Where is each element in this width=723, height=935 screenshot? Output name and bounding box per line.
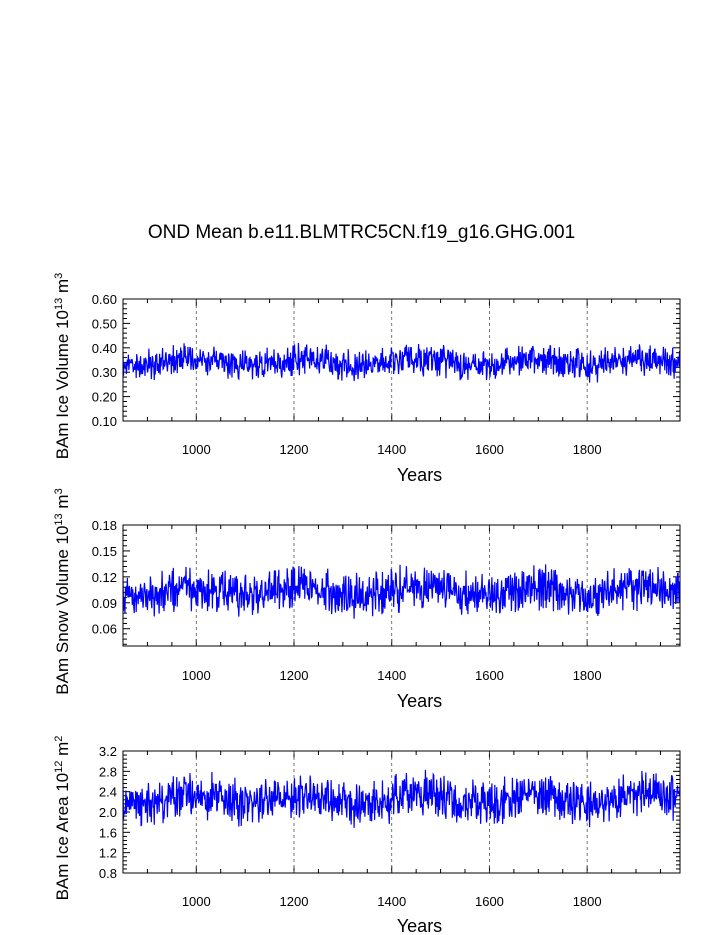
plot-frame bbox=[122, 524, 681, 647]
y-axis-title: BAm Ice Area 1012 m2 bbox=[53, 736, 72, 901]
x-tick-label: 1200 bbox=[280, 442, 309, 457]
y-tick-label: 2.0 bbox=[99, 805, 117, 820]
x-tick-label: 1600 bbox=[475, 668, 504, 683]
x-tick-label: 1400 bbox=[377, 668, 406, 683]
x-tick-label: 1000 bbox=[182, 894, 211, 909]
x-tick-label: 1000 bbox=[182, 668, 211, 683]
y-tick-label: 1.2 bbox=[99, 846, 117, 861]
series-line bbox=[123, 769, 680, 828]
x-tick-label: 1800 bbox=[573, 894, 602, 909]
y-tick-label: 0.12 bbox=[92, 570, 117, 585]
y-tick-label: 0.06 bbox=[92, 622, 117, 637]
y-tick-label: 2.8 bbox=[99, 764, 117, 779]
plot-frame bbox=[122, 750, 681, 874]
plot-frame bbox=[122, 298, 681, 422]
y-tick-label: 0.40 bbox=[92, 341, 117, 356]
y-axis-title: BAm Ice Volume 1013 m3 bbox=[53, 273, 72, 460]
x-tick-label: 1400 bbox=[377, 442, 406, 457]
x-tick-label: 1000 bbox=[182, 442, 211, 457]
x-tick-label: 1200 bbox=[280, 894, 309, 909]
y-tick-label: 0.50 bbox=[92, 316, 117, 331]
series-line bbox=[123, 564, 680, 619]
y-tick-label: 0.09 bbox=[92, 596, 117, 611]
y-tick-label: 0.30 bbox=[92, 365, 117, 380]
y-tick-label: 3.2 bbox=[99, 744, 117, 759]
y-tick-label: 0.60 bbox=[92, 292, 117, 307]
x-tick-label: 1200 bbox=[280, 668, 309, 683]
y-tick-label: 0.10 bbox=[92, 414, 117, 429]
y-tick-label: 0.18 bbox=[92, 518, 117, 533]
x-tick-label: 1400 bbox=[377, 894, 406, 909]
y-axis-title: BAm Snow Volume 1013 m3 bbox=[53, 488, 72, 694]
x-axis-title: Years bbox=[397, 465, 442, 485]
y-tick-label: 0.15 bbox=[92, 544, 117, 559]
x-tick-label: 1800 bbox=[573, 442, 602, 457]
y-tick-label: 1.6 bbox=[99, 825, 117, 840]
x-tick-label: 1600 bbox=[475, 894, 504, 909]
x-tick-label: 1600 bbox=[475, 442, 504, 457]
y-tick-label: 2.4 bbox=[99, 785, 117, 800]
y-tick-label: 0.20 bbox=[92, 390, 117, 405]
x-tick-label: 1800 bbox=[573, 668, 602, 683]
y-tick-label: 0.8 bbox=[99, 866, 117, 881]
chart-title: OND Mean b.e11.BLMTRC5CN.f19_g16.GHG.001 bbox=[147, 222, 576, 243]
series-line bbox=[123, 342, 680, 383]
x-axis-title: Years bbox=[397, 691, 442, 711]
x-axis-title: Years bbox=[397, 916, 442, 935]
